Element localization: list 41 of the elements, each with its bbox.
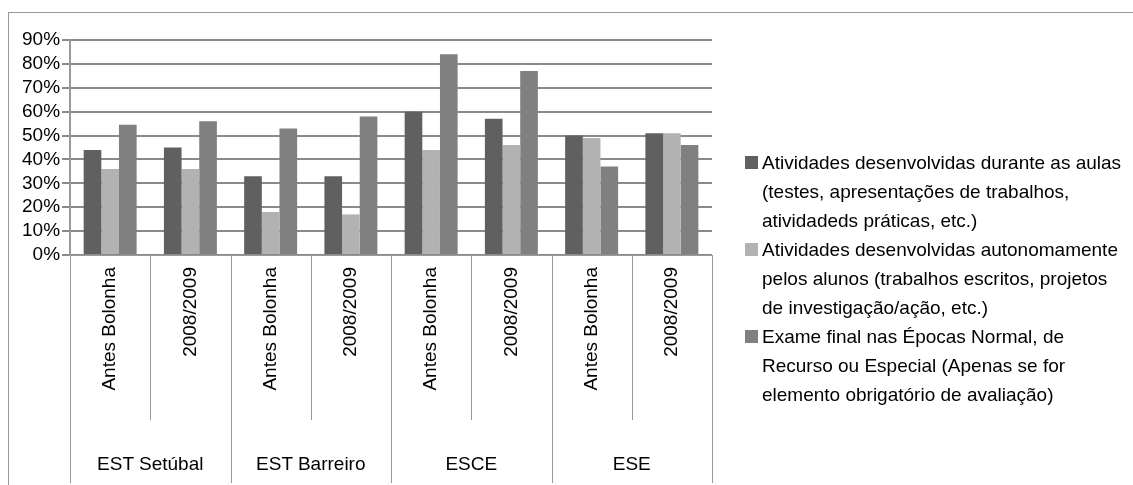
text: ESCE	[445, 453, 498, 475]
legend-label: Atividades desenvolvidas durante as aulas (testes, apresentações de trabalhos, atividadeds práticas, etc.)	[762, 151, 1123, 233]
x-tick-label: Antes Bolonha	[258, 266, 280, 391]
bar	[261, 212, 280, 254]
bar	[422, 149, 440, 254]
x-tick-label: 2008/2009	[660, 267, 682, 357]
legend-label: Exame final nas Épocas Normal, de Recurso ou Especial (Apenas se for elemento obrigatório de avaliação)	[762, 325, 1067, 407]
bar	[181, 169, 200, 254]
bar	[582, 137, 601, 254]
bar	[324, 176, 343, 254]
x-tick-label: Antes Bolonha	[579, 266, 601, 391]
text: EST Barreiro	[256, 453, 366, 475]
bar	[565, 135, 583, 254]
bar	[484, 118, 503, 254]
y-tick-label: 30%	[22, 171, 61, 193]
bar	[244, 176, 262, 254]
bar	[83, 149, 102, 254]
x-tick-label: 2008/2009	[178, 267, 200, 357]
bar	[163, 147, 182, 254]
y-tick-label: 60%	[22, 99, 61, 121]
y-tick-label: 70%	[22, 76, 61, 98]
text: EST Setúbal	[97, 453, 204, 475]
y-tick-label: 10%	[22, 219, 61, 241]
y-tick-label: 0%	[32, 243, 61, 265]
bar	[101, 169, 119, 254]
bar	[404, 111, 423, 254]
x-tick-label: 2008/2009	[499, 267, 521, 357]
y-tick-label: 80%	[22, 52, 61, 74]
x-tick-label: Antes Bolonha	[98, 266, 120, 391]
bar	[645, 133, 664, 254]
bar	[502, 145, 521, 254]
bar	[342, 214, 360, 254]
x-tick-label: 2008/2009	[339, 267, 361, 357]
legend-label: Atividades desenvolvidas autonomamente pelos alunos (trabalhos escritos, projetos de investigação/ação, etc.)	[762, 238, 1119, 320]
bar	[663, 133, 681, 254]
y-tick-label: 90%	[22, 28, 61, 50]
x-tick-label: Antes Bolonha	[419, 266, 441, 391]
text: ESE	[612, 453, 651, 475]
y-tick-label: 20%	[22, 195, 61, 217]
y-tick-label: 50%	[22, 123, 61, 145]
y-tick-label: 40%	[22, 147, 61, 169]
